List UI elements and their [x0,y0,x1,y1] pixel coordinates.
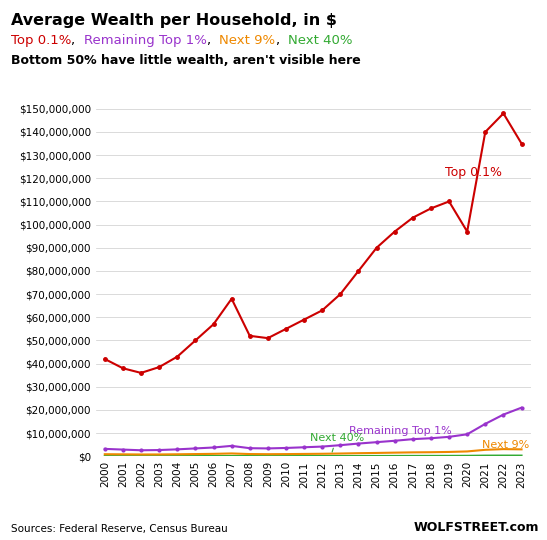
Text: Top 0.1%: Top 0.1% [11,34,71,47]
Text: WOLFSTREET.com: WOLFSTREET.com [414,521,539,534]
Text: Sources: Federal Reserve, Census Bureau: Sources: Federal Reserve, Census Bureau [11,523,228,534]
Text: Next 40%: Next 40% [310,433,364,452]
Text: Next 9%: Next 9% [219,34,276,47]
Text: Bottom 50% have little wealth, aren't visible here: Bottom 50% have little wealth, aren't vi… [11,54,360,67]
Text: Average Wealth per Household, in $: Average Wealth per Household, in $ [11,14,337,29]
Text: Remaining Top 1%: Remaining Top 1% [84,34,207,47]
Text: Remaining Top 1%: Remaining Top 1% [350,426,452,436]
Text: Next 40%: Next 40% [288,34,353,47]
Text: ,: , [71,34,84,47]
Text: Top 0.1%: Top 0.1% [445,166,503,179]
Text: Next 9%: Next 9% [482,440,529,450]
Text: ,: , [207,34,219,47]
Text: ,: , [276,34,288,47]
